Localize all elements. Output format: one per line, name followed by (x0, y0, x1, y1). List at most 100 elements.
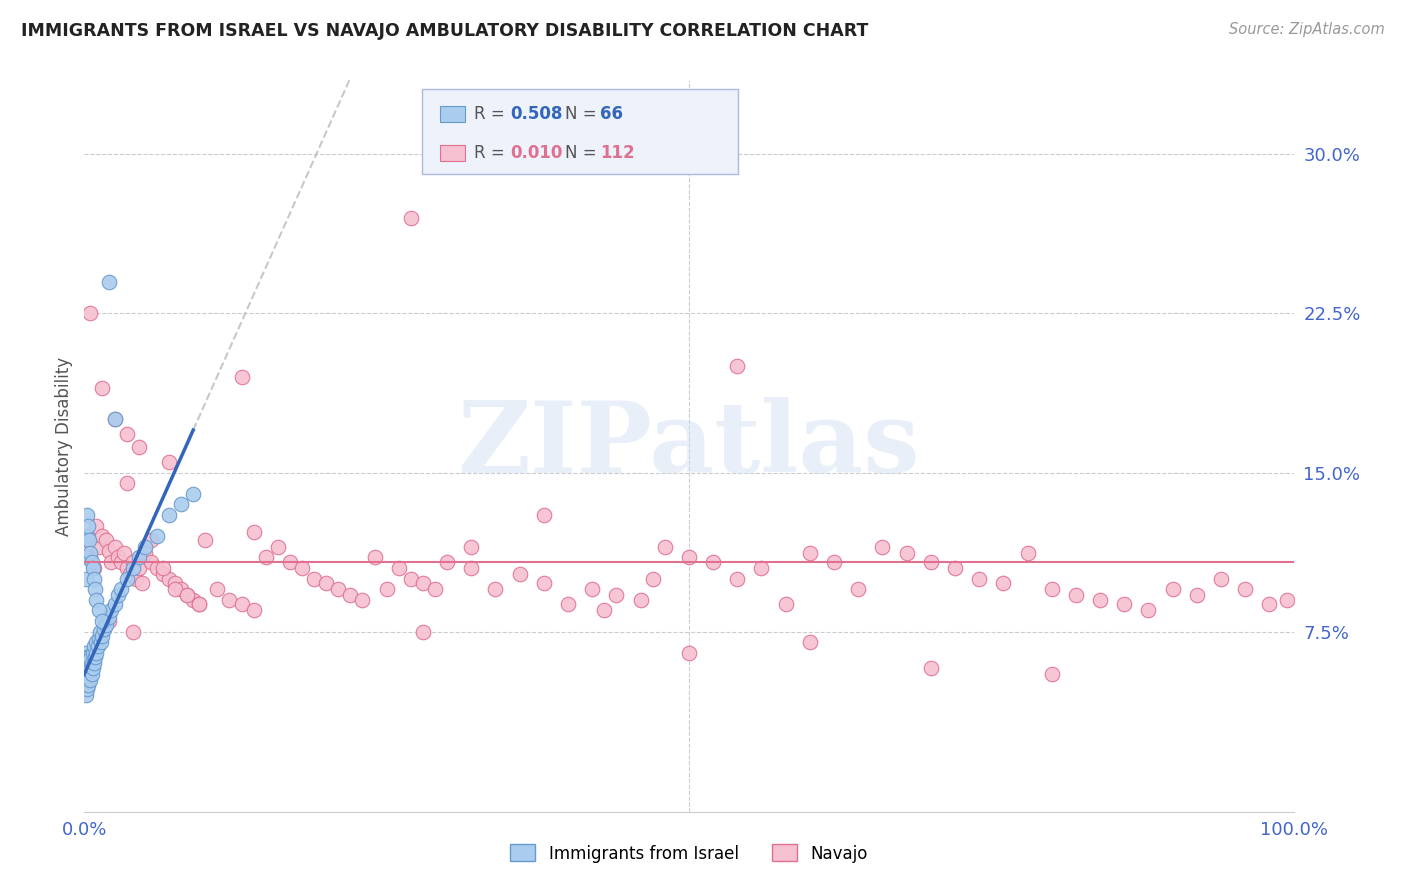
Text: 0.508: 0.508 (510, 105, 562, 123)
Point (339, 589, 361, 603)
Point (77, 649, 100, 664)
Point (76, 681, 98, 696)
Point (170, 582, 193, 596)
Point (121, 555, 143, 569)
Point (181, 486, 204, 500)
Point (509, 567, 531, 582)
Point (1277, 592, 1299, 607)
Point (254, 550, 277, 565)
Point (110, 555, 132, 569)
Point (654, 540, 676, 554)
Point (97, 609, 120, 624)
Point (375, 582, 398, 596)
Point (83, 640, 105, 654)
Point (94, 533, 117, 548)
Point (77, 518, 100, 533)
Point (75, 660, 97, 674)
Point (75, 688, 97, 702)
Point (1088, 592, 1111, 607)
Point (605, 589, 627, 603)
Point (641, 572, 664, 586)
Point (157, 508, 180, 522)
Point (328, 582, 350, 596)
Point (76, 529, 98, 543)
Point (100, 555, 122, 569)
Text: R =: R = (474, 144, 510, 161)
Point (104, 540, 127, 554)
Y-axis label: Ambulatory Disability: Ambulatory Disability (55, 357, 73, 535)
Point (82, 646, 104, 660)
Point (920, 555, 942, 569)
Point (188, 597, 211, 611)
Point (218, 592, 240, 607)
Point (77, 533, 100, 548)
Point (176, 589, 198, 603)
Point (775, 597, 797, 611)
Point (93, 623, 115, 637)
Point (79, 663, 101, 677)
Point (412, 624, 434, 639)
Point (76, 673, 98, 688)
Point (104, 412, 127, 426)
Point (267, 540, 290, 554)
Point (76, 533, 98, 548)
Point (993, 575, 1015, 590)
Point (581, 582, 603, 596)
Point (110, 582, 132, 596)
Point (557, 597, 579, 611)
Point (83, 572, 105, 586)
Point (79, 306, 101, 320)
Point (399, 572, 422, 586)
Point (86, 518, 108, 533)
Point (1209, 572, 1232, 586)
Point (1161, 582, 1184, 596)
Point (75, 652, 97, 666)
Point (872, 540, 894, 554)
Point (823, 555, 845, 569)
Point (86, 635, 108, 649)
Point (165, 575, 187, 590)
Point (94, 618, 117, 632)
Point (139, 555, 162, 569)
Point (146, 561, 169, 575)
Point (77, 667, 100, 681)
Point (157, 572, 180, 586)
Point (799, 546, 821, 560)
Point (176, 589, 198, 603)
Point (131, 575, 153, 590)
Point (91, 614, 114, 628)
Point (139, 533, 162, 548)
Point (1017, 546, 1039, 560)
Point (79, 673, 101, 688)
Text: N =: N = (565, 144, 602, 161)
Point (157, 455, 180, 469)
Text: Source: ZipAtlas.com: Source: ZipAtlas.com (1229, 22, 1385, 37)
Point (533, 575, 555, 590)
Point (242, 524, 264, 539)
Point (91, 629, 114, 643)
Point (87, 631, 110, 645)
Point (363, 550, 385, 565)
Point (152, 567, 174, 582)
Point (90, 635, 112, 649)
Point (75, 646, 97, 660)
Point (87, 603, 110, 617)
Point (115, 572, 138, 586)
Point (77, 660, 100, 674)
Point (128, 440, 150, 454)
Point (75, 572, 97, 586)
Point (79, 652, 101, 666)
Point (121, 624, 143, 639)
Point (165, 582, 187, 596)
Point (388, 561, 411, 575)
Text: R =: R = (474, 105, 510, 123)
Point (152, 561, 174, 575)
Point (91, 529, 114, 543)
Point (678, 550, 700, 565)
Point (115, 427, 138, 442)
Point (76, 649, 98, 664)
Point (112, 546, 135, 560)
Text: 0.010: 0.010 (510, 144, 562, 161)
Point (97, 275, 120, 289)
Point (181, 592, 204, 607)
